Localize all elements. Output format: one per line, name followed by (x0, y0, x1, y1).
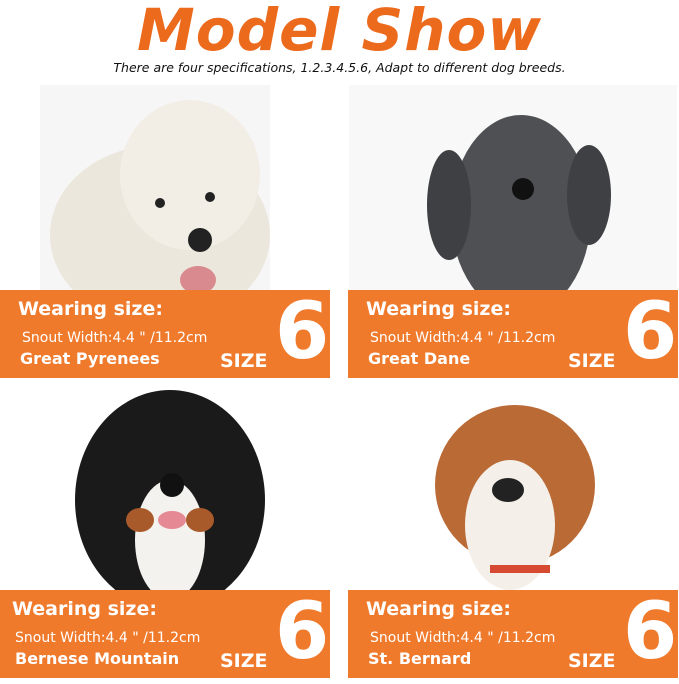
size-number: 6 (275, 587, 330, 677)
breed-name: Great Dane (368, 349, 471, 368)
size-card-great-pyrenees: Wearing size: Snout Width:4.4 " /11.2cm … (0, 287, 330, 378)
size-label: SIZE (220, 350, 268, 372)
card-heading: Wearing size: (18, 298, 163, 320)
size-number: 6 (623, 587, 678, 677)
snout-width: Snout Width:4.4 " /11.2cm (22, 330, 208, 346)
size-label: SIZE (568, 350, 616, 372)
breed-name: St. Bernard (368, 649, 472, 668)
page-title: Model Show (137, 0, 542, 64)
subtitle: There are four specifications, 1.2.3.4.5… (113, 60, 566, 75)
size-number: 6 (623, 287, 678, 377)
size-card-bernese-mountain: Wearing size: Snout Width:4.4 " /11.2cm … (0, 587, 330, 678)
size-label: SIZE (220, 650, 268, 672)
st-bernard-photo (420, 395, 620, 590)
snout-width: Snout Width:4.4 " /11.2cm (370, 330, 556, 346)
card-heading: Wearing size: (366, 598, 511, 620)
size-card-great-dane: Wearing size: Snout Width:4.4 " /11.2cm … (348, 287, 678, 378)
snout-width: Snout Width:4.4 " /11.2cm (15, 630, 201, 646)
size-number: 6 (275, 287, 330, 377)
great-dane-photo (349, 85, 677, 290)
size-label: SIZE (568, 650, 616, 672)
snout-width: Snout Width:4.4 " /11.2cm (370, 630, 556, 646)
size-card-st-bernard: Wearing size: Snout Width:4.4 " /11.2cm … (348, 587, 678, 678)
card-heading: Wearing size: (366, 298, 511, 320)
bernese-mountain-photo (60, 390, 280, 590)
card-heading: Wearing size: (12, 598, 157, 620)
breed-name: Bernese Mountain (15, 649, 180, 668)
great-pyrenees-photo (40, 85, 270, 290)
breed-name: Great Pyrenees (20, 349, 160, 368)
